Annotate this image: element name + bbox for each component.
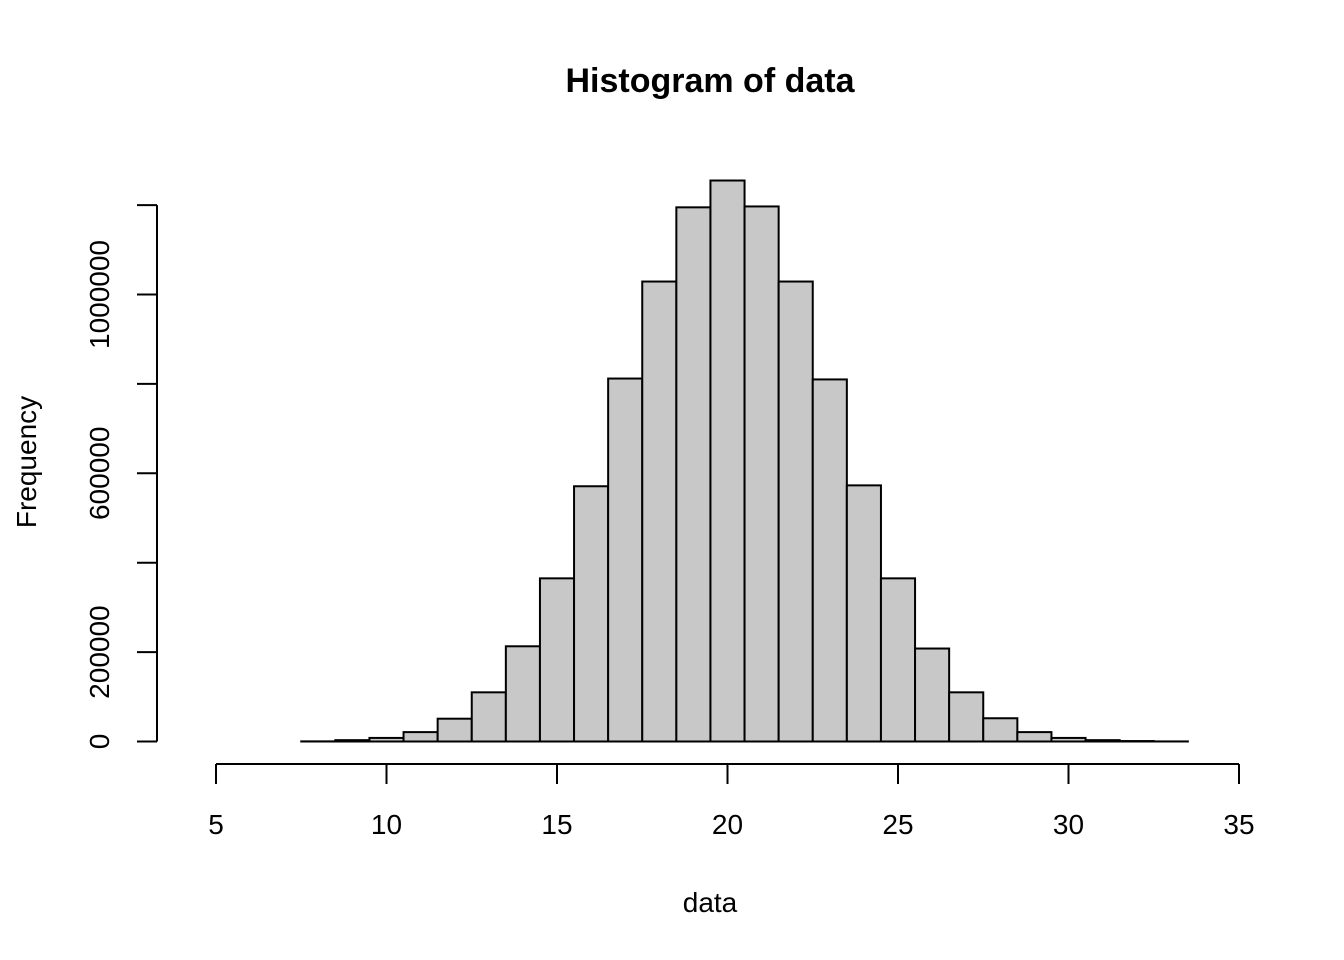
histogram-bar (368, 736, 405, 743)
histogram-bar (334, 739, 371, 743)
x-axis: 5 10 15 20 25 30 35 (208, 763, 1255, 840)
y-tick-label: 0 (84, 734, 115, 750)
histogram-bar (573, 485, 610, 743)
x-tick-label: 20 (712, 809, 743, 840)
histogram-bar (914, 647, 951, 743)
y-tick-label: 1000000 (84, 240, 115, 349)
histogram-bar (743, 205, 780, 743)
x-tick-label: 5 (208, 809, 224, 840)
histogram-bar (777, 280, 814, 743)
histogram-bar (675, 206, 712, 743)
y-tick-label: 200000 (84, 605, 115, 698)
y-axis-label: Frequency (11, 396, 42, 528)
histogram-bar (1050, 736, 1087, 743)
histogram-bar (948, 691, 985, 743)
x-tick-label: 25 (882, 809, 913, 840)
histogram-bar (1016, 731, 1053, 743)
histogram-bars (300, 179, 1189, 743)
x-tick-label: 35 (1223, 809, 1254, 840)
histogram-bar (709, 179, 746, 743)
histogram-bar (470, 691, 507, 743)
histogram-bar (504, 645, 541, 743)
histogram-bar (879, 577, 917, 743)
chart-title: Histogram of data (565, 62, 855, 100)
x-tick-label: 15 (541, 809, 572, 840)
y-axis: 0 200000 600000 1000000 (84, 204, 158, 750)
histogram-bar (1084, 739, 1121, 743)
histogram-bar (982, 717, 1019, 743)
histogram-bar (811, 378, 848, 743)
x-axis-label: data (683, 887, 738, 918)
histogram-bar (538, 577, 576, 743)
histogram-bar (641, 280, 678, 743)
x-tick-label: 30 (1053, 809, 1084, 840)
histogram-bar (607, 377, 644, 743)
y-tick-label: 600000 (84, 427, 115, 520)
histogram-bar (402, 731, 439, 743)
histogram-bar (436, 717, 473, 743)
histogram-bar (845, 484, 882, 743)
x-tick-label: 10 (371, 809, 402, 840)
